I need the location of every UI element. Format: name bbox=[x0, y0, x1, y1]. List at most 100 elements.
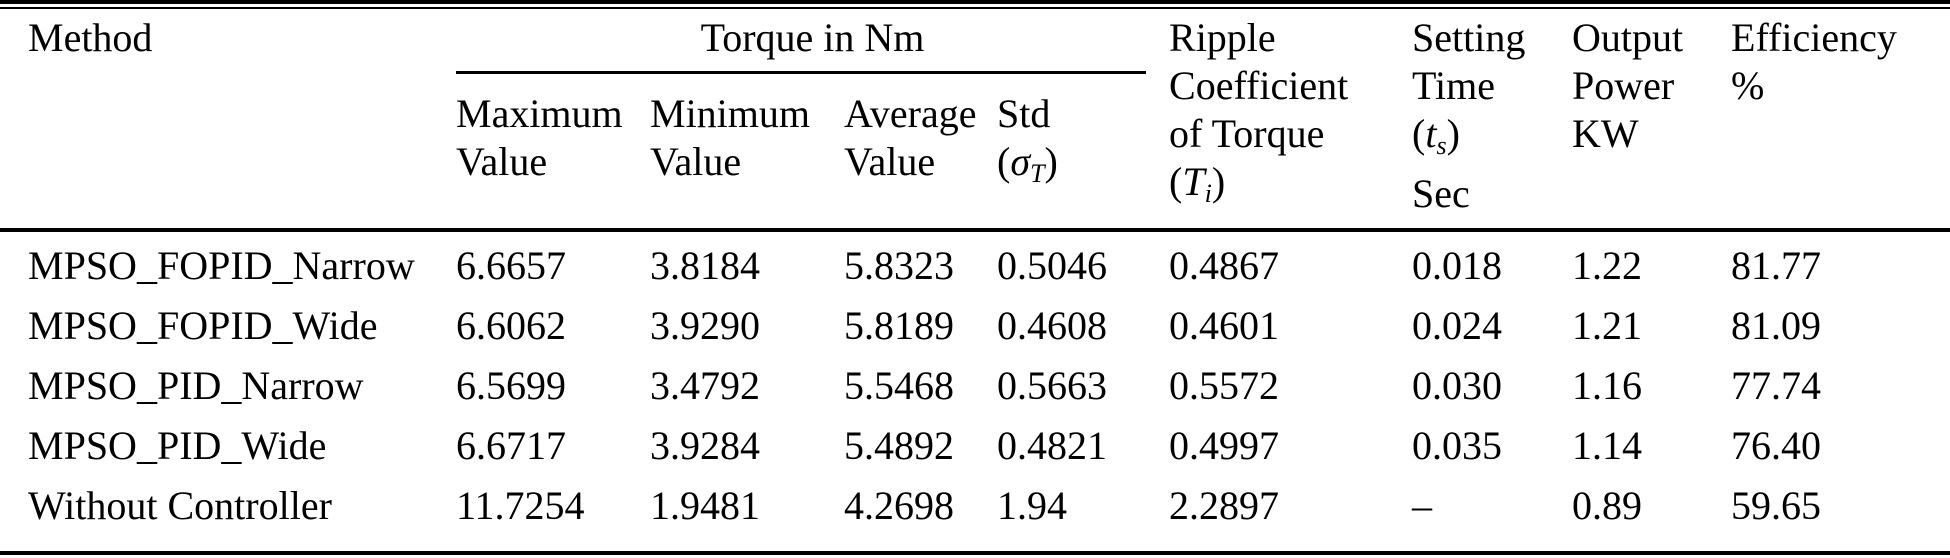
header-row-groups: Method Torque in Nm Ripple Coefficient o… bbox=[28, 0, 1922, 216]
cell-setting-time: – bbox=[1412, 483, 1433, 528]
cell-output-power: 1.21 bbox=[1572, 303, 1643, 348]
average-header-line-2: Value bbox=[844, 139, 936, 184]
setting-header-line-1: Setting bbox=[1412, 15, 1526, 60]
cell-output-power: 1.16 bbox=[1572, 363, 1643, 408]
cell-minimum-value: 3.9290 bbox=[650, 303, 760, 348]
col-header-minimum-value: Minimum Value bbox=[650, 70, 844, 228]
cell-average-value: 5.4892 bbox=[844, 423, 954, 468]
cell-efficiency: 81.09 bbox=[1731, 303, 1822, 348]
ripple-header-line-1: Ripple bbox=[1169, 15, 1276, 60]
cell-minimum-value: 3.9284 bbox=[650, 423, 760, 468]
cell-maximum-value: 6.5699 bbox=[456, 363, 566, 408]
col-header-average-value: Average Value bbox=[844, 70, 997, 228]
average-header-line-1: Average bbox=[844, 91, 977, 136]
cell-ripple-coefficient: 0.4997 bbox=[1169, 423, 1280, 468]
table-row: Without Controller 11.7254 1.9481 4.2698… bbox=[28, 476, 1922, 536]
cell-std: 0.4821 bbox=[997, 423, 1107, 468]
maximum-header-line-2: Value bbox=[456, 139, 548, 184]
table-header: Method Torque in Nm Ripple Coefficient o… bbox=[28, 0, 1922, 228]
col-header-maximum-value: Maximum Value bbox=[456, 70, 650, 228]
cell-maximum-value: 6.6717 bbox=[456, 423, 566, 468]
cell-output-power: 1.14 bbox=[1572, 423, 1643, 468]
col-header-output-power: Output Power KW bbox=[1572, 0, 1731, 228]
col-header-setting-time: Setting Time (ts) Sec bbox=[1412, 0, 1572, 228]
col-header-ripple-coefficient: Ripple Coefficient of Torque (Ti) bbox=[1169, 0, 1412, 228]
table-body: MPSO_FOPID_Narrow 6.6657 3.8184 5.8323 0… bbox=[28, 228, 1922, 536]
header-bottom-rule bbox=[0, 228, 1950, 232]
std-symbol-open-paren: ( bbox=[997, 139, 1011, 184]
cell-average-value: 5.5468 bbox=[844, 363, 954, 408]
cell-method: MPSO_FOPID_Narrow bbox=[28, 243, 415, 288]
cell-minimum-value: 3.8184 bbox=[650, 243, 760, 288]
cell-ripple-coefficient: 0.5572 bbox=[1169, 363, 1280, 408]
results-table: Method Torque in Nm Ripple Coefficient o… bbox=[28, 0, 1922, 536]
cell-average-value: 4.2698 bbox=[844, 483, 954, 528]
cell-method: MPSO_FOPID_Wide bbox=[28, 303, 378, 348]
setting-header-line-2: Time bbox=[1412, 63, 1496, 108]
col-header-method-label: Method bbox=[28, 15, 153, 60]
table-row: MPSO_PID_Narrow 6.5699 3.4792 5.5468 0.5… bbox=[28, 356, 1922, 416]
bottom-rule bbox=[0, 551, 1950, 555]
cell-std: 0.4608 bbox=[997, 303, 1107, 348]
table-row: MPSO_PID_Wide 6.6717 3.9284 5.4892 0.482… bbox=[28, 416, 1922, 476]
cell-setting-time: 0.024 bbox=[1412, 303, 1503, 348]
minimum-header-line-1: Minimum bbox=[650, 91, 811, 136]
cell-average-value: 5.8189 bbox=[844, 303, 954, 348]
top-rule-thick bbox=[0, 0, 1950, 4]
col-group-header-torque-label: Torque in Nm bbox=[700, 15, 925, 60]
torque-group-underline bbox=[456, 71, 1146, 74]
std-symbol-close-paren: ) bbox=[1044, 139, 1058, 184]
setting-symbol-letter: t bbox=[1425, 111, 1437, 156]
setting-symbol-close-paren: ) bbox=[1446, 111, 1460, 156]
cell-maximum-value: 6.6062 bbox=[456, 303, 566, 348]
cell-minimum-value: 1.9481 bbox=[650, 483, 760, 528]
cell-method: MPSO_PID_Wide bbox=[28, 423, 327, 468]
setting-symbol-open-paren: ( bbox=[1412, 111, 1426, 156]
maximum-header-line-1: Maximum bbox=[456, 91, 623, 136]
std-header-line-1: Std bbox=[997, 91, 1051, 136]
ripple-header-line-3: of Torque bbox=[1169, 111, 1325, 156]
cell-ripple-coefficient: 0.4867 bbox=[1169, 243, 1280, 288]
cell-minimum-value: 3.4792 bbox=[650, 363, 760, 408]
setting-header-unit: Sec bbox=[1412, 171, 1470, 216]
std-symbol-subscript: T bbox=[1030, 159, 1045, 188]
cell-efficiency: 77.74 bbox=[1731, 363, 1822, 408]
ripple-symbol-letter: T bbox=[1182, 159, 1205, 204]
cell-std: 1.94 bbox=[997, 483, 1067, 528]
cell-output-power: 0.89 bbox=[1572, 483, 1643, 528]
col-group-header-torque: Torque in Nm bbox=[456, 0, 1169, 70]
cell-method: Without Controller bbox=[28, 483, 332, 528]
col-header-method: Method bbox=[28, 0, 456, 228]
cell-ripple-coefficient: 0.4601 bbox=[1169, 303, 1280, 348]
ripple-symbol-close-paren: ) bbox=[1211, 159, 1226, 204]
top-rule-thin bbox=[0, 7, 1950, 9]
ripple-symbol-subscript: i bbox=[1204, 179, 1212, 208]
cell-setting-time: 0.030 bbox=[1412, 363, 1503, 408]
cell-output-power: 1.22 bbox=[1572, 243, 1643, 288]
cell-std: 0.5663 bbox=[997, 363, 1107, 408]
cell-maximum-value: 11.7254 bbox=[456, 483, 585, 528]
output-header-line-2: Power bbox=[1572, 63, 1675, 108]
output-header-line-3: KW bbox=[1572, 111, 1639, 156]
std-symbol-letter: σ bbox=[1010, 139, 1031, 184]
setting-symbol-subscript: s bbox=[1436, 131, 1447, 160]
cell-average-value: 5.8323 bbox=[844, 243, 954, 288]
ripple-header-line-2: Coefficient bbox=[1169, 63, 1349, 108]
cell-efficiency: 76.40 bbox=[1731, 423, 1822, 468]
std-header-symbol: (σT) bbox=[997, 138, 1169, 198]
ripple-header-symbol: (Ti) bbox=[1169, 158, 1412, 218]
cell-maximum-value: 6.6657 bbox=[456, 243, 566, 288]
cell-ripple-coefficient: 2.2897 bbox=[1169, 483, 1280, 528]
minimum-header-line-2: Value bbox=[650, 139, 742, 184]
cell-efficiency: 59.65 bbox=[1731, 483, 1822, 528]
col-header-std: Std (σT) bbox=[997, 70, 1169, 228]
cell-setting-time: 0.035 bbox=[1412, 423, 1503, 468]
setting-header-symbol: (ts) bbox=[1412, 110, 1572, 170]
efficiency-header-line-2: % bbox=[1731, 63, 1765, 108]
table-row: MPSO_FOPID_Narrow 6.6657 3.8184 5.8323 0… bbox=[28, 228, 1922, 296]
table-row: MPSO_FOPID_Wide 6.6062 3.9290 5.8189 0.4… bbox=[28, 296, 1922, 356]
cell-method: MPSO_PID_Narrow bbox=[28, 363, 364, 408]
ripple-symbol-open-paren: ( bbox=[1169, 159, 1183, 204]
cell-std: 0.5046 bbox=[997, 243, 1107, 288]
